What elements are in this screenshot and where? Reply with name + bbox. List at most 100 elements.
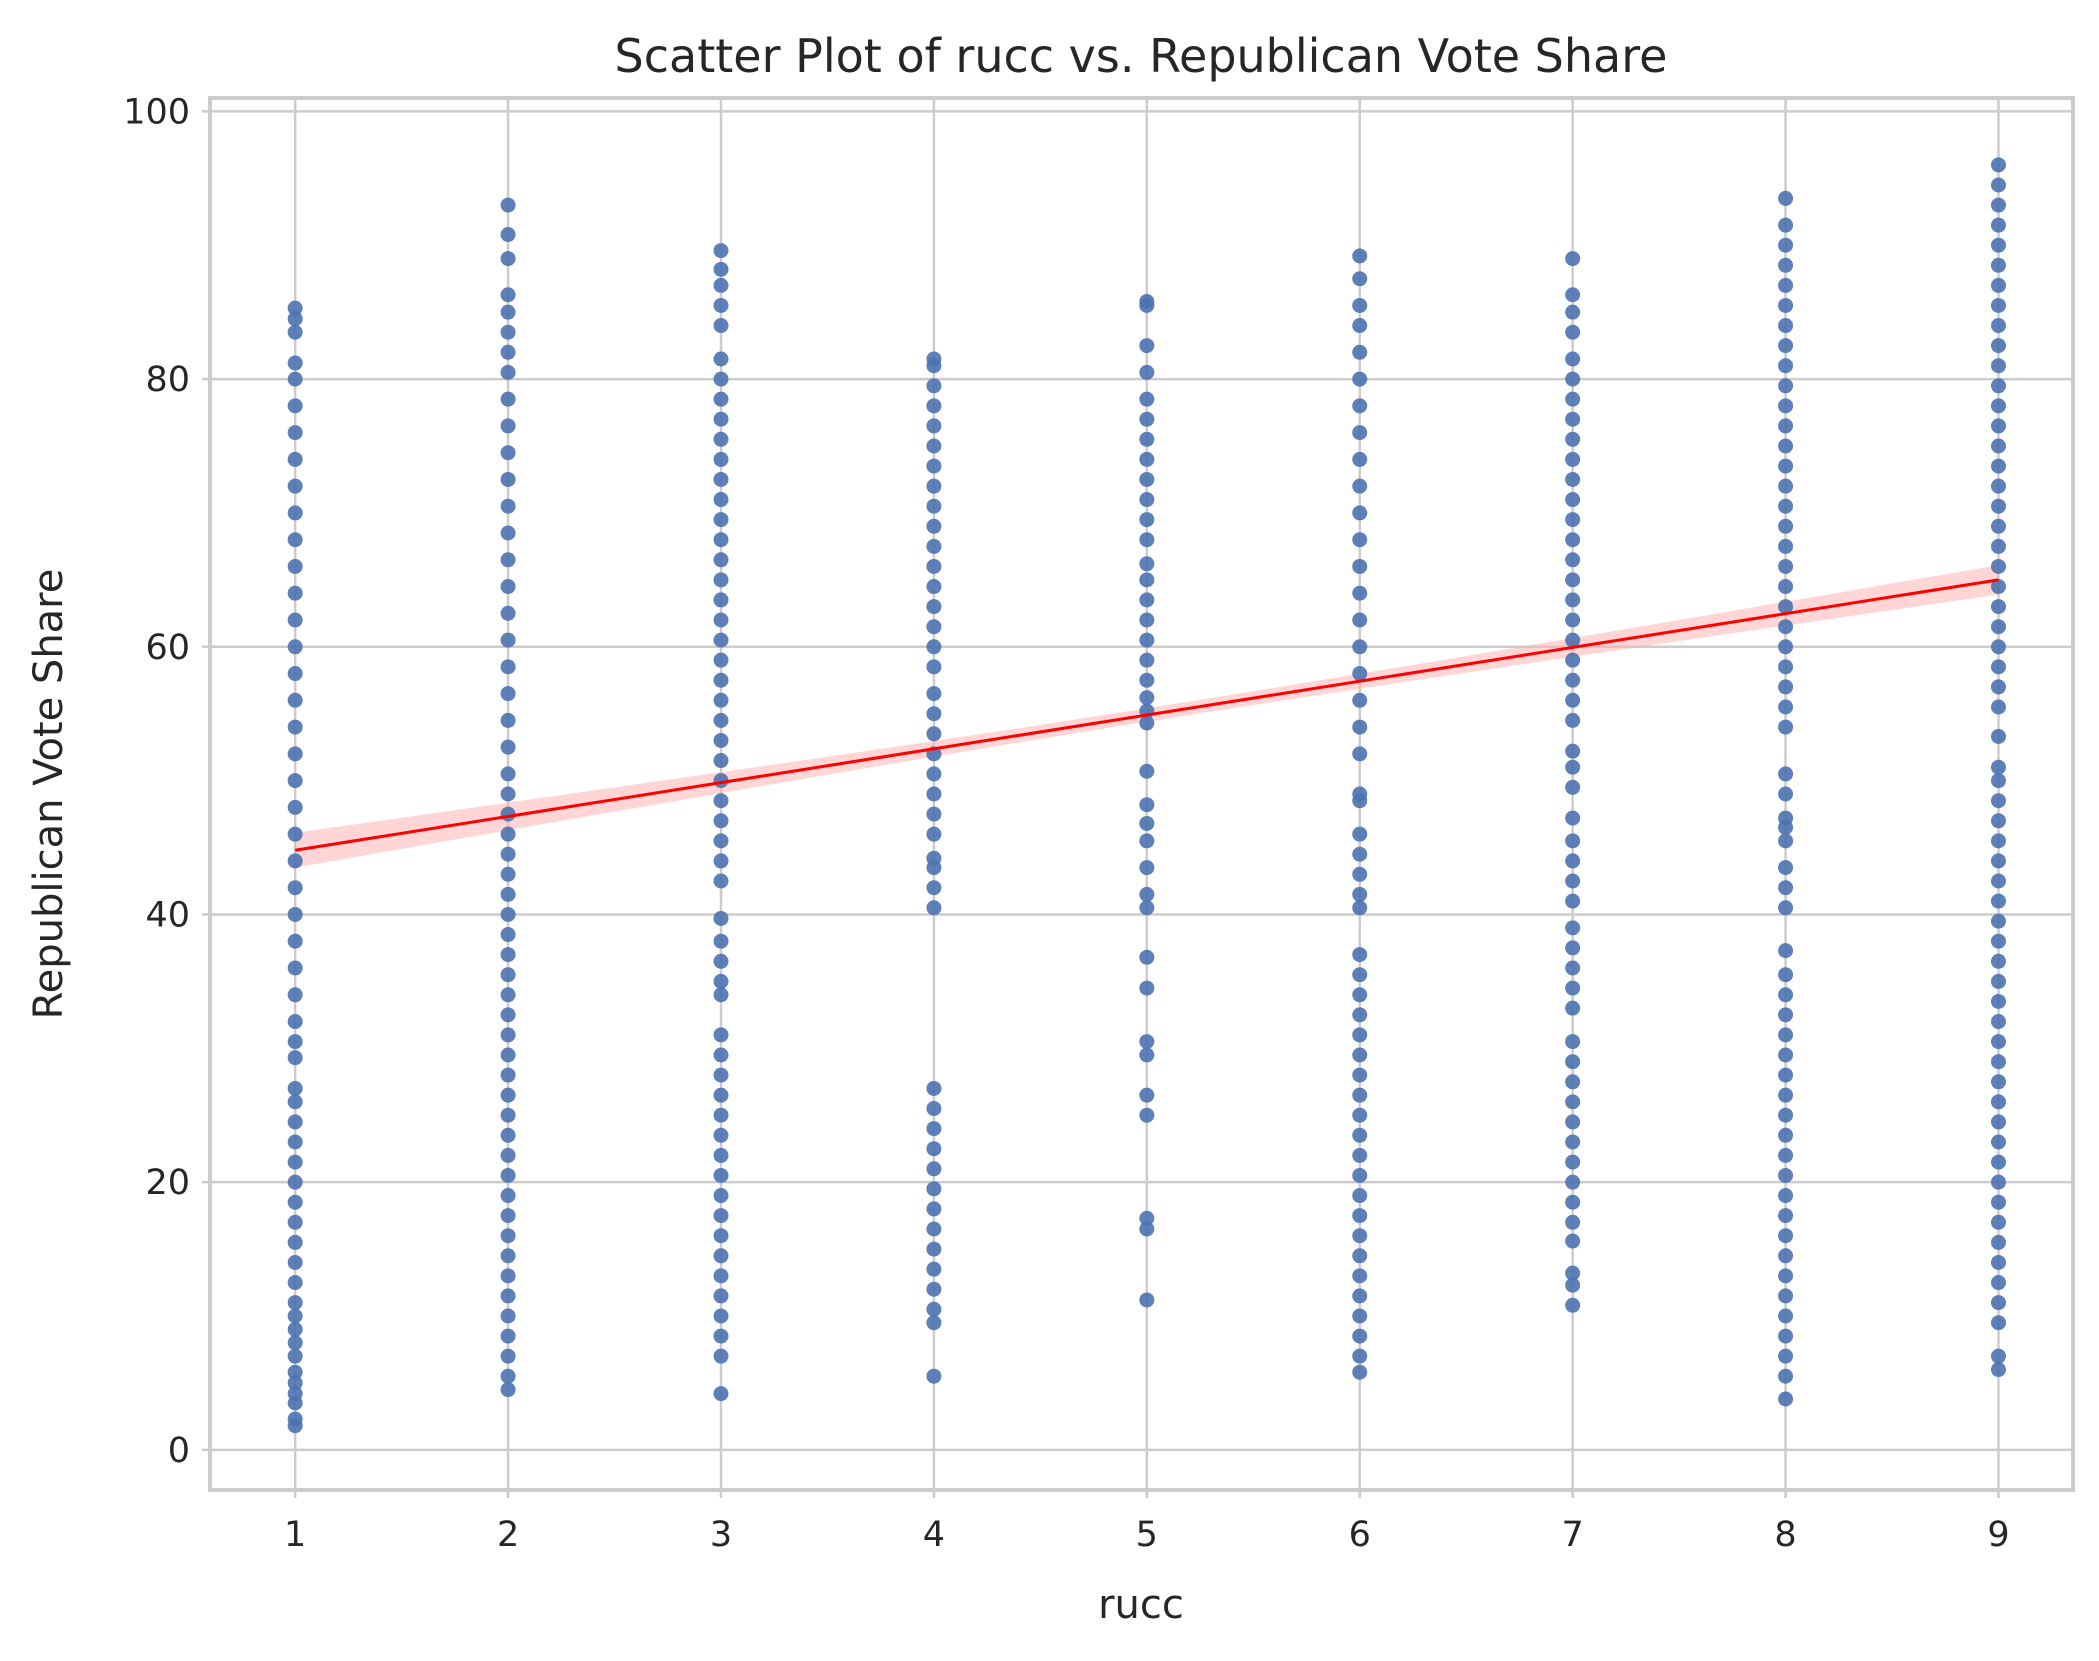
- data-point: [1778, 1268, 1794, 1284]
- regression-line-layer: [294, 578, 1999, 852]
- data-point: [1352, 1348, 1368, 1364]
- data-point: [1565, 940, 1581, 956]
- y-tick-label: 20: [145, 1163, 190, 1203]
- data-point: [1352, 271, 1368, 287]
- data-point: [1139, 1087, 1155, 1103]
- data-point: [500, 906, 516, 922]
- data-point: [926, 880, 942, 896]
- data-point: [926, 1301, 942, 1317]
- data-point: [1139, 980, 1155, 996]
- x-tick-label: 5: [1136, 1515, 1158, 1555]
- data-point: [287, 478, 303, 494]
- data-point: [1352, 866, 1368, 882]
- data-point: [1565, 692, 1581, 708]
- x-tick-label: 8: [1774, 1515, 1796, 1555]
- data-point: [1778, 398, 1794, 414]
- data-point: [1352, 1248, 1368, 1264]
- data-point: [1352, 1047, 1368, 1063]
- data-point: [287, 719, 303, 735]
- series-x-1: [287, 300, 303, 1434]
- data-point: [500, 866, 516, 882]
- data-point: [500, 632, 516, 648]
- data-point: [1352, 1308, 1368, 1324]
- data-point: [1990, 378, 2006, 394]
- data-point: [926, 378, 942, 394]
- data-point: [1990, 458, 2006, 474]
- x-tick-label: 7: [1562, 1515, 1584, 1555]
- data-point: [1778, 518, 1794, 534]
- data-point: [1990, 993, 2006, 1009]
- data-point: [1778, 1007, 1794, 1023]
- data-point: [1778, 1228, 1794, 1244]
- data-point: [1990, 217, 2006, 233]
- data-point: [713, 1067, 729, 1083]
- data-point: [926, 1241, 942, 1257]
- data-point: [1990, 418, 2006, 434]
- data-point: [713, 1248, 729, 1264]
- data-point: [1352, 612, 1368, 628]
- data-point: [713, 572, 729, 588]
- data-point: [1778, 1248, 1794, 1264]
- data-point: [926, 806, 942, 822]
- data-point: [1565, 833, 1581, 849]
- data-point: [1139, 592, 1155, 608]
- data-point: [1565, 1265, 1581, 1281]
- data-point: [287, 300, 303, 316]
- data-point: [1352, 371, 1368, 387]
- data-point: [1990, 1194, 2006, 1210]
- data-point: [1778, 786, 1794, 802]
- data-point: [287, 1295, 303, 1311]
- data-point: [926, 619, 942, 635]
- data-point: [287, 906, 303, 922]
- data-point: [1778, 1027, 1794, 1043]
- data-point: [1778, 1167, 1794, 1183]
- data-point: [287, 1080, 303, 1096]
- data-point: [287, 612, 303, 628]
- data-point: [287, 1174, 303, 1190]
- data-point: [1990, 813, 2006, 829]
- data-point: [287, 639, 303, 655]
- data-point: [1778, 619, 1794, 635]
- data-point: [1778, 599, 1794, 615]
- data-point: [500, 712, 516, 728]
- data-point: [713, 632, 729, 648]
- chart-title: Scatter Plot of rucc vs. Republican Vote…: [615, 29, 1668, 83]
- data-point: [713, 712, 729, 728]
- data-point: [926, 686, 942, 702]
- data-point: [500, 927, 516, 943]
- data-point: [926, 1181, 942, 1197]
- data-point: [1990, 1154, 2006, 1170]
- data-point: [1565, 612, 1581, 628]
- data-point: [1565, 552, 1581, 568]
- data-point: [1778, 880, 1794, 896]
- data-point: [500, 287, 516, 303]
- data-point: [1352, 1228, 1368, 1244]
- data-point: [713, 753, 729, 769]
- data-point: [1990, 873, 2006, 889]
- data-point: [1990, 358, 2006, 374]
- data-point: [287, 505, 303, 521]
- data-point: [287, 746, 303, 762]
- data-point: [287, 1154, 303, 1170]
- x-tick-label: 1: [284, 1515, 306, 1555]
- data-point: [713, 1188, 729, 1204]
- data-point: [1139, 512, 1155, 528]
- scatter-points: [287, 157, 2006, 1434]
- data-point: [926, 706, 942, 722]
- data-point: [1990, 518, 2006, 534]
- data-point: [1778, 659, 1794, 675]
- data-point: [1778, 833, 1794, 849]
- data-point: [1352, 1127, 1368, 1143]
- data-point: [1139, 572, 1155, 588]
- data-point: [1139, 833, 1155, 849]
- data-point: [1778, 1067, 1794, 1083]
- data-point: [1990, 1174, 2006, 1190]
- data-point: [1990, 1295, 2006, 1311]
- data-point: [500, 886, 516, 902]
- data-point: [1565, 371, 1581, 387]
- data-point: [1352, 344, 1368, 360]
- data-point: [1139, 411, 1155, 427]
- data-point: [1778, 478, 1794, 494]
- data-point: [1778, 1308, 1794, 1324]
- data-point: [500, 739, 516, 755]
